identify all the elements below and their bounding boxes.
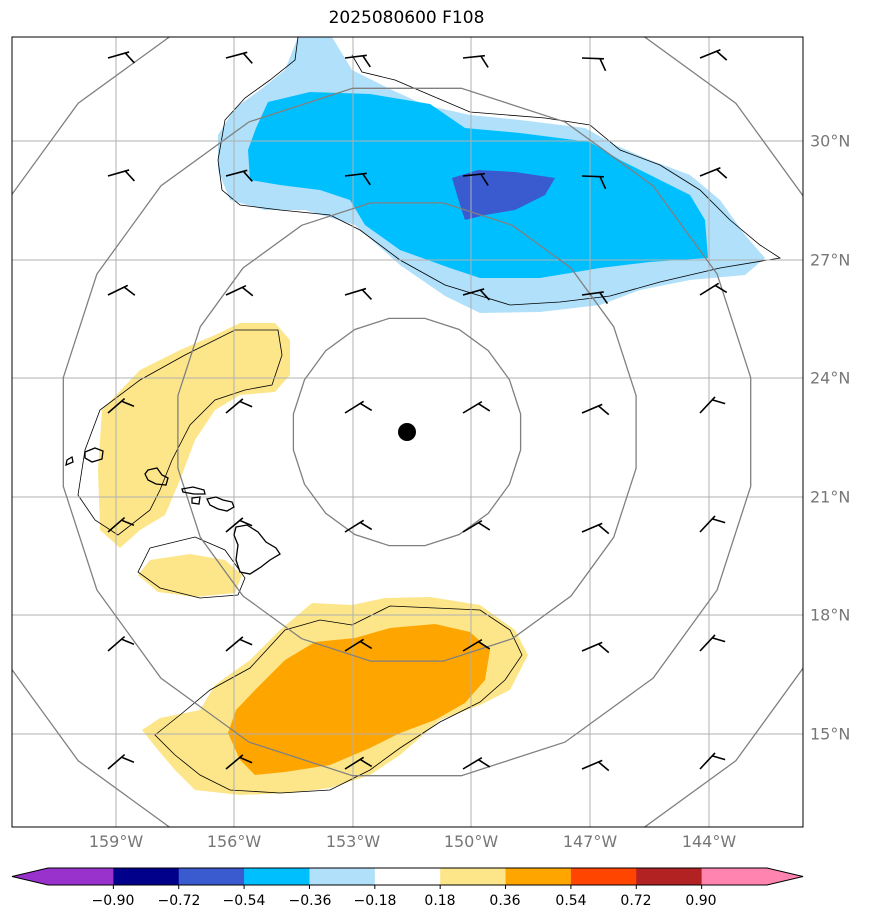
wind-barb	[581, 522, 610, 535]
lat-label: 24°N	[810, 368, 851, 388]
colorbar-tick-label: −0.36	[288, 893, 332, 909]
colorbar-swatch	[309, 868, 376, 885]
lon-label: 156°W	[206, 832, 262, 851]
wind-barb	[344, 172, 371, 186]
colorbar-extend-min	[12, 868, 48, 885]
colorbar-tick-label: 0.90	[685, 893, 717, 909]
positive-anomaly-field	[98, 323, 528, 795]
wind-barb	[462, 288, 490, 301]
wind-barb	[699, 49, 728, 61]
contour-lines	[77, 37, 782, 794]
wind-barb	[462, 172, 489, 186]
colorbar-tick-label: 0.18	[424, 893, 456, 909]
colorbar-swatch	[570, 868, 637, 885]
wind-barb	[462, 638, 491, 652]
wind-barb	[581, 641, 610, 654]
wind-barb	[699, 167, 728, 179]
colorbar-swatch	[113, 868, 180, 885]
storm-center-dot	[398, 423, 416, 441]
wind-barb	[225, 636, 253, 652]
colorbar-swatch	[48, 868, 114, 885]
wind-barb	[107, 753, 135, 770]
wind-barb	[581, 291, 609, 304]
wind-barb	[462, 519, 491, 533]
wind-barb	[344, 519, 373, 533]
range-rings	[12, 37, 803, 827]
lon-label: 153°W	[325, 832, 381, 851]
wind-barb	[225, 398, 253, 414]
lat-label: 15°N	[810, 724, 851, 744]
wind-barb	[344, 638, 373, 652]
wind-barb	[225, 51, 253, 64]
wind-barb	[699, 752, 726, 770]
colorbar-swatch	[505, 868, 572, 885]
wind-barb	[699, 634, 726, 652]
wind-barb	[344, 54, 371, 68]
colorbar-tick-label: −0.18	[353, 893, 397, 909]
lat-label: 27°N	[810, 250, 851, 270]
graticule	[12, 37, 803, 827]
wind-barb	[107, 635, 135, 652]
colorbar-tick-label: 0.36	[489, 893, 521, 909]
lat-label: 30°N	[810, 131, 851, 151]
wind-barb	[581, 175, 607, 190]
wind-barb	[107, 516, 135, 533]
colorbar-outline	[11, 867, 804, 886]
coastline-islands	[65, 447, 281, 575]
colorbar-swatch	[636, 868, 703, 885]
wind-barb	[699, 396, 726, 414]
colorbar-tick-label: −0.90	[91, 893, 135, 909]
wind-barb	[107, 169, 135, 182]
wind-barb	[581, 57, 607, 72]
wind-barb	[462, 54, 489, 68]
lon-label: 159°W	[88, 832, 144, 851]
wind-barbs	[107, 49, 728, 772]
wind-barb	[462, 756, 491, 770]
wind-barb	[225, 169, 253, 182]
colorbar-extend-max	[767, 868, 803, 885]
map-title: 2025080600 F108	[328, 8, 485, 28]
wind-barb	[107, 397, 135, 414]
wind-barb	[462, 400, 491, 414]
colorbar-swatch	[701, 868, 768, 885]
wind-barb	[344, 287, 373, 301]
colorbar-swatch	[244, 868, 310, 885]
wind-barb	[699, 282, 728, 296]
wind-barb	[344, 756, 373, 770]
wind-barb	[344, 400, 373, 414]
map-frame	[11, 36, 804, 828]
wind-barb	[225, 284, 254, 297]
negative-anomaly-field	[218, 37, 765, 313]
wind-barb	[225, 754, 253, 770]
wind-barb	[225, 517, 253, 533]
lat-label: 18°N	[810, 605, 851, 625]
lon-label: 147°W	[562, 832, 618, 851]
wind-barb	[581, 759, 610, 772]
lon-label: 144°W	[681, 832, 737, 851]
colorbar-tick-label: −0.54	[222, 893, 266, 909]
colorbar-tick-label: 0.54	[555, 893, 587, 909]
colorbar-swatch	[374, 868, 441, 885]
colorbar-swatch	[440, 868, 507, 885]
wind-barb	[581, 403, 610, 416]
wind-barb	[107, 284, 136, 296]
colorbar-tick-label: 0.72	[620, 893, 652, 909]
lon-label: 150°W	[443, 832, 499, 851]
wind-barb	[699, 515, 726, 533]
lat-label: 21°N	[810, 487, 851, 507]
colorbar-tick-label: −0.72	[157, 893, 201, 909]
colorbar-swatch	[178, 868, 245, 885]
colorbar	[11, 867, 804, 889]
wind-barb	[107, 51, 135, 64]
